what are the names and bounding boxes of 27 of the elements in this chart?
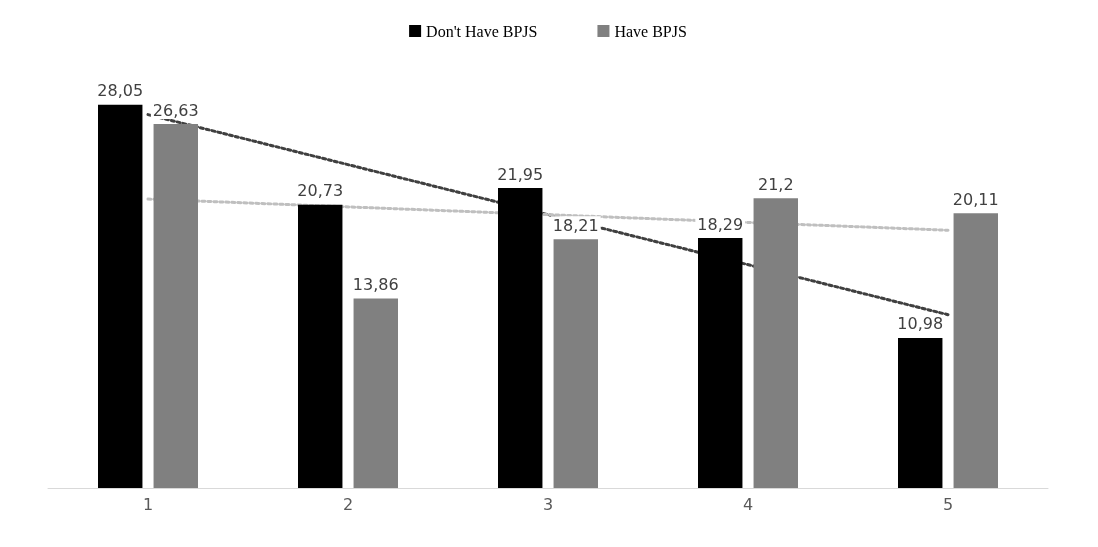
bar xyxy=(353,298,398,488)
legend-label: Have BPJS xyxy=(614,22,687,40)
legend-label: Don't Have BPJS xyxy=(426,22,538,40)
bar xyxy=(953,213,998,488)
bar xyxy=(498,188,543,488)
data-label: 21,2 xyxy=(757,174,794,194)
bar xyxy=(298,204,343,488)
data-label: 10,98 xyxy=(897,314,944,334)
bar xyxy=(98,104,143,488)
bar xyxy=(898,337,943,488)
data-label: 28,05 xyxy=(97,81,144,101)
data-label: 13,86 xyxy=(352,275,399,295)
data-label: 21,95 xyxy=(497,164,544,184)
x-tick-label: 1 xyxy=(142,494,154,514)
bar xyxy=(553,239,598,488)
x-tick-label: 2 xyxy=(342,494,354,514)
data-label: 26,63 xyxy=(152,100,199,120)
x-tick-label: 4 xyxy=(742,494,754,514)
bar xyxy=(698,238,743,488)
data-label: 18,21 xyxy=(552,215,599,235)
x-tick-label: 5 xyxy=(942,494,954,514)
data-label: 20,73 xyxy=(297,181,344,201)
bar xyxy=(153,124,198,488)
data-label: 18,29 xyxy=(697,214,744,234)
x-tick-label: 3 xyxy=(542,494,554,514)
bar xyxy=(753,198,798,488)
data-label: 20,11 xyxy=(952,189,999,209)
